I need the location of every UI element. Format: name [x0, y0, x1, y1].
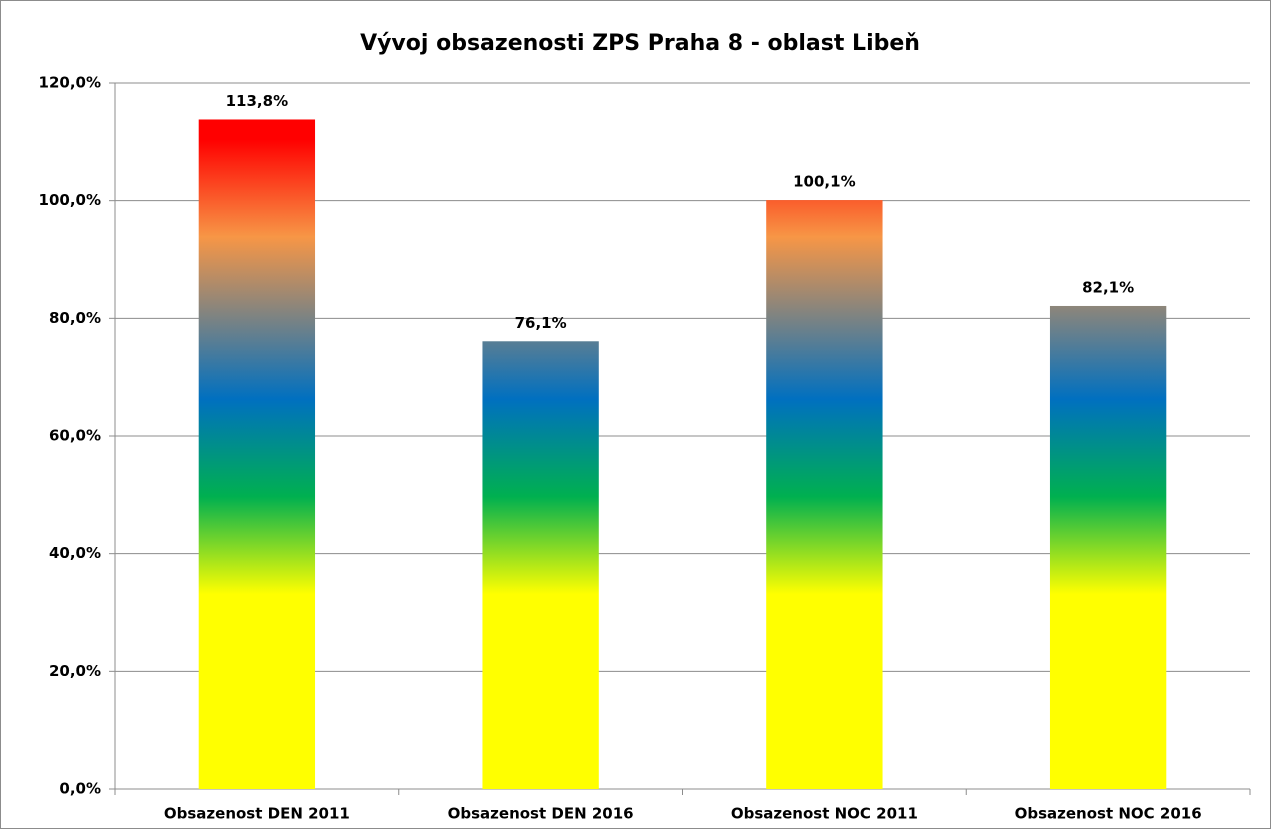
y-tick-label: 120,0%: [39, 74, 101, 92]
data-label: 100,1%: [793, 173, 855, 191]
bar: [1049, 305, 1167, 789]
y-tick-label: 80,0%: [49, 309, 101, 327]
data-label: 82,1%: [1082, 278, 1134, 296]
x-tick-label: Obsazenost DEN 2016: [448, 805, 634, 823]
x-tick-label: Obsazenost NOC 2011: [731, 805, 918, 823]
x-tick-label: Obsazenost DEN 2011: [164, 805, 350, 823]
y-tick-label: 40,0%: [49, 544, 101, 562]
y-tick-label: 20,0%: [49, 662, 101, 680]
y-tick-label: 100,0%: [39, 191, 101, 209]
y-tick-label: 0,0%: [59, 780, 101, 798]
bar: [766, 200, 883, 789]
bar: [482, 341, 599, 789]
bar: [198, 119, 316, 789]
data-label: 113,8%: [226, 92, 288, 110]
data-label: 76,1%: [515, 314, 567, 332]
chart-title: Vývoj obsazenosti ZPS Praha 8 - oblast L…: [360, 31, 920, 56]
x-tick-label: Obsazenost NOC 2016: [1015, 805, 1202, 823]
y-tick-label: 60,0%: [49, 427, 101, 445]
